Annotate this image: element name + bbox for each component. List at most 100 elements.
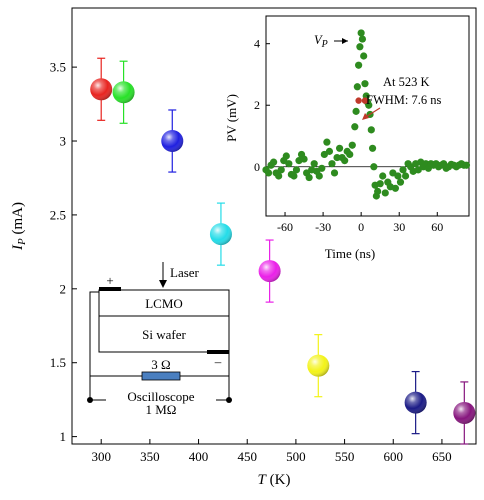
inset-point: [351, 123, 359, 131]
scope-terminal-left: [87, 397, 93, 403]
main-y-axis: 1 1.5 2 2.5 3 3.5: [50, 60, 77, 444]
inset-point: [391, 184, 400, 192]
data-point: [404, 370, 427, 435]
si-wafer-label: Si wafer: [142, 327, 186, 342]
inset-point: [333, 153, 341, 162]
main-y-tick-label: 2.5: [50, 207, 66, 222]
inset-point: [341, 157, 349, 165]
scope-terminal-right: [226, 397, 232, 403]
inset-x-tick-label: 30: [393, 220, 405, 234]
inset-point: [394, 172, 402, 180]
main-x-tick-label: 350: [140, 449, 160, 464]
fwhm-mark: [355, 97, 362, 104]
inset-point: [330, 169, 339, 177]
inset-point: [376, 180, 384, 188]
peak-label: VP: [314, 33, 328, 50]
inset-point: [270, 158, 278, 166]
inset-point: [318, 164, 326, 172]
main-y-tick-label: 1: [60, 429, 67, 444]
scope-label-bg: [106, 389, 216, 413]
inset-point: [360, 52, 368, 60]
marker-shine: [90, 78, 113, 101]
sample-schematic: Laser LCMO Si wafer + – 3 Ω Oscilloscope…: [87, 262, 232, 417]
inset-point: [381, 189, 389, 197]
fwhm-arrow-head: [362, 113, 369, 120]
data-point: [453, 381, 476, 445]
fwhm-annotation: FWHM: 7.6 ns: [366, 93, 441, 107]
inset-y-axis-label: PV (mV): [224, 94, 239, 142]
inset-point: [365, 101, 373, 109]
inset-fwhm-marks: [355, 97, 369, 104]
fwhm-mark: [361, 97, 369, 104]
marker-shine: [209, 223, 232, 246]
peak-arrow-head: [342, 38, 348, 44]
inset-x-tick-label: -30: [315, 220, 331, 234]
inset-point: [264, 169, 273, 177]
inset-x-tick-label: -60: [277, 220, 293, 234]
inset-point: [357, 29, 365, 37]
inset-y-tick-label: 2: [254, 98, 260, 112]
laser-label: Laser: [170, 265, 200, 280]
inset-point: [315, 172, 323, 180]
inset-point: [352, 107, 360, 115]
main-y-axis-label: IP (mA): [10, 202, 28, 251]
inset-point: [358, 35, 367, 43]
inset-point: [361, 80, 369, 88]
oscilloscope-label: Oscilloscope: [127, 389, 194, 404]
minus-sign: –: [214, 354, 222, 369]
inset-point: [367, 126, 375, 134]
inset-point: [285, 160, 293, 168]
inset-x-tick-label: 60: [431, 220, 443, 234]
main-x-tick-label: 650: [432, 449, 452, 464]
inset-point: [379, 172, 387, 180]
main-plot-frame: [71, 7, 477, 445]
inset-point: [401, 172, 410, 180]
marker-shine: [453, 401, 476, 424]
main-x-tick-label: 400: [189, 449, 209, 464]
inset-point: [335, 144, 344, 152]
marker-shine: [404, 391, 427, 414]
inset-x-tick-label: 0: [358, 220, 364, 234]
inset-point: [277, 166, 285, 174]
main-x-tick-label: 500: [286, 449, 306, 464]
main-x-tick-label: 300: [91, 449, 111, 464]
inset-point: [399, 166, 407, 174]
inset-point: [348, 141, 356, 149]
inset-point: [305, 173, 313, 182]
inset-x-axis-label: Time (ns): [325, 246, 375, 261]
data-point: [112, 60, 135, 124]
main-x-tick-label: 450: [237, 449, 257, 464]
inset-x-axis: -60 -30 0 30 60: [277, 212, 443, 234]
marker-shine: [112, 81, 135, 104]
main-x-tick-label: 600: [384, 449, 404, 464]
inset-point: [368, 144, 377, 152]
marker-shine: [161, 130, 184, 153]
inset-point: [300, 155, 308, 163]
wire-left: [89, 291, 99, 401]
marker-shine: [258, 260, 281, 283]
inset-point: [374, 187, 382, 195]
temperature-annotation: At 523 K: [383, 75, 430, 89]
inset-point: [282, 152, 290, 160]
lcmo-layer: [98, 289, 230, 317]
data-point: [209, 202, 232, 266]
resistor: [141, 371, 181, 381]
inset-point: [355, 61, 363, 69]
plus-sign: +: [106, 273, 113, 288]
data-point: [307, 334, 330, 398]
inset-point: [292, 166, 301, 174]
inset-point: [275, 172, 283, 180]
inset-data-points: [262, 29, 471, 200]
top-electrode: [99, 287, 121, 291]
main-x-axis: 300 350 400 450 500 550 600 650: [91, 439, 452, 464]
main-data-points: [90, 57, 476, 445]
bottom-electrode: [207, 350, 229, 354]
inset-point: [370, 163, 378, 171]
data-point: [258, 239, 281, 303]
main-y-tick-label: 3.5: [50, 60, 66, 75]
main-x-tick-label: 550: [335, 449, 355, 464]
inset-point: [356, 43, 364, 51]
main-y-tick-label: 1.5: [50, 355, 66, 370]
lcmo-label: LCMO: [145, 296, 183, 311]
